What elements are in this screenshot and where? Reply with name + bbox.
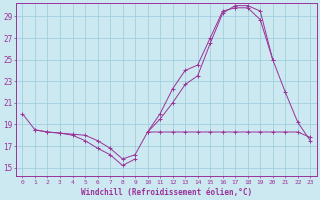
X-axis label: Windchill (Refroidissement éolien,°C): Windchill (Refroidissement éolien,°C)	[81, 188, 252, 197]
